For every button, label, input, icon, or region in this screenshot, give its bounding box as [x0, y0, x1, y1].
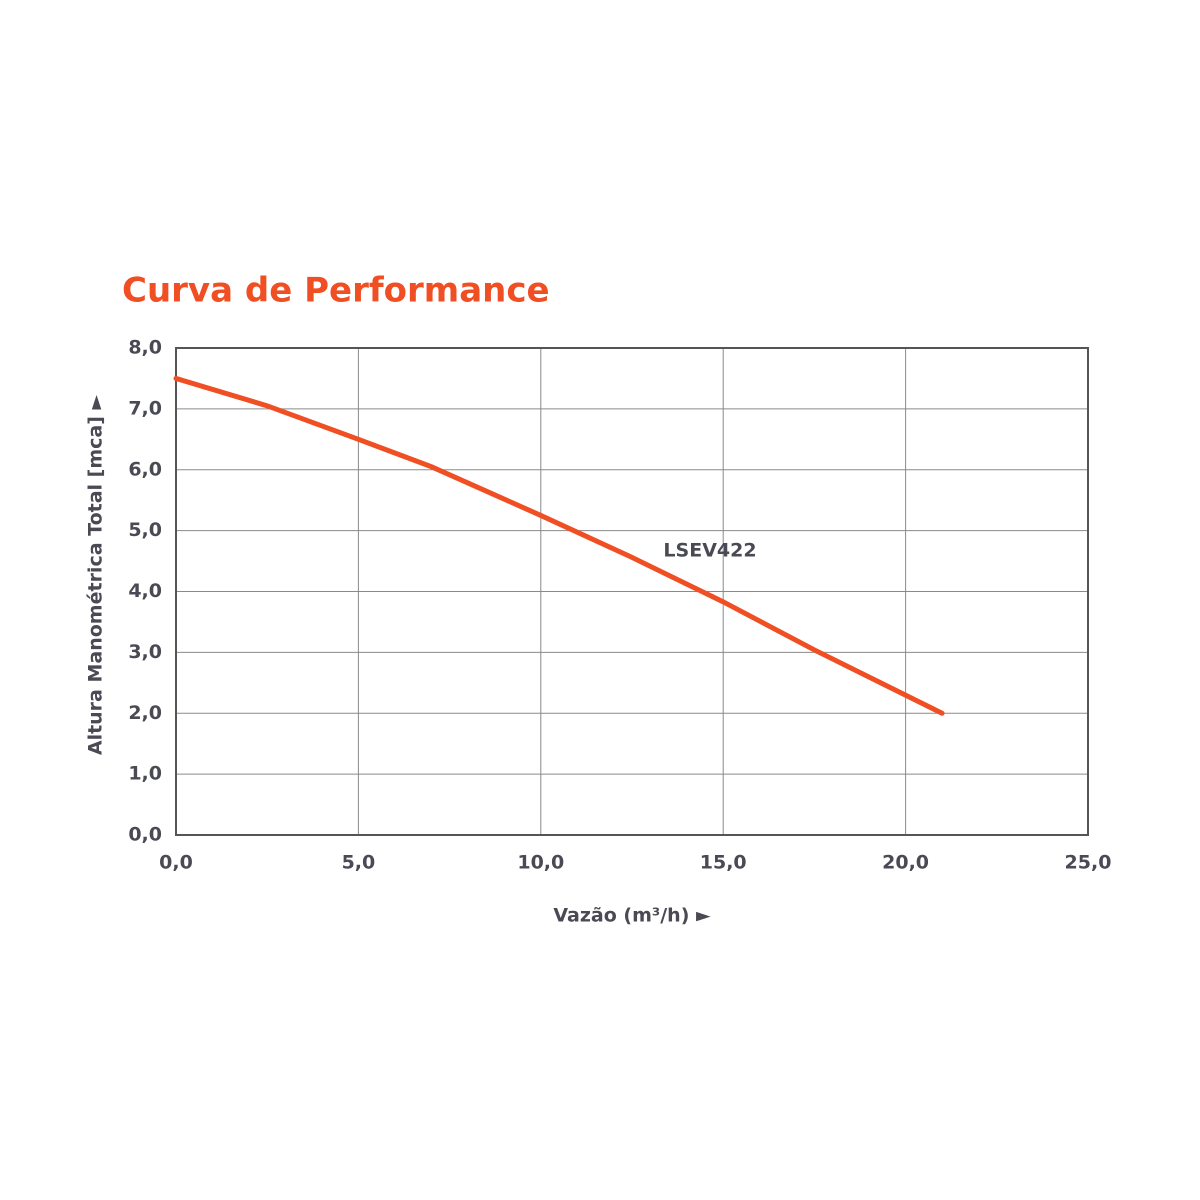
x-tick-label: 25,0	[1065, 852, 1112, 874]
y-tick-label: 6,0	[128, 458, 162, 480]
y-tick-label: 8,0	[128, 337, 162, 359]
plot-frame	[175, 347, 1089, 836]
chart-title: Curva de Performance	[122, 271, 550, 311]
x-tick-label: 0,0	[159, 852, 193, 874]
y-tick-label: 2,0	[128, 702, 162, 724]
x-axis-label: Vazão (m³/h) ►	[553, 905, 711, 927]
y-tick-label: 5,0	[128, 519, 162, 541]
series-label: LSEV422	[663, 540, 756, 562]
y-tick-label: 7,0	[128, 397, 162, 419]
curve	[173, 375, 945, 716]
y-tick-label: 1,0	[128, 763, 162, 785]
y-tick-label: 0,0	[128, 824, 162, 846]
x-tick-label: 15,0	[700, 852, 747, 874]
x-tick-label: 5,0	[342, 852, 376, 874]
y-tick-label: 3,0	[128, 641, 162, 663]
y-tick-label: 4,0	[128, 580, 162, 602]
y-axis-label: Altura Manométrica Total [mca] ►	[85, 394, 107, 755]
x-tick-label: 10,0	[517, 852, 564, 874]
x-tick-label: 20,0	[882, 852, 929, 874]
